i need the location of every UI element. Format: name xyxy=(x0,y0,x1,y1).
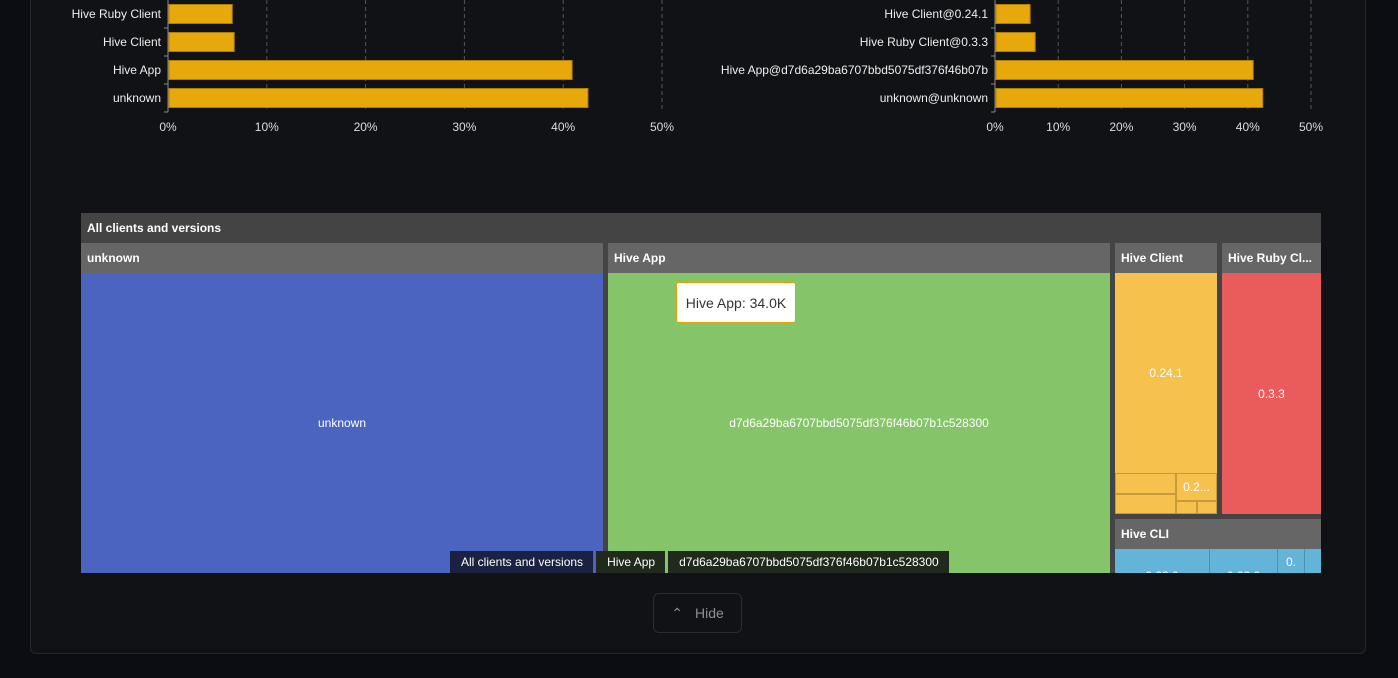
x-tick-label: 40% xyxy=(1236,120,1260,134)
x-tick-label: 50% xyxy=(1299,120,1323,134)
y-category-label: Hive Client@0.24.1 xyxy=(884,7,988,21)
cell-hive-client-0-24-1[interactable]: 0.24.1 xyxy=(1115,273,1217,473)
cell-hive-cli[interactable] xyxy=(1305,549,1321,573)
group-hive-app-header[interactable]: Hive App xyxy=(608,243,1110,273)
cell-hive-cli[interactable]: 0. xyxy=(1278,549,1305,573)
bar xyxy=(995,4,1031,24)
cell-hive-app-version[interactable]: d7d6a29ba6707bbd5075df376f46b07b1c528300 xyxy=(608,273,1110,573)
bar xyxy=(995,88,1264,108)
breadcrumb-item[interactable]: All clients and versions xyxy=(450,551,594,573)
cell-unknown[interactable]: unknown xyxy=(81,273,603,573)
x-tick-label: 10% xyxy=(255,120,279,134)
cell-hive-cli[interactable]: 0.22.0 xyxy=(1115,549,1210,573)
group-hive-cli-header[interactable]: Hive CLI xyxy=(1115,519,1321,549)
bar-charts: 0% 10% 20% 30% 40% 50% Hive Ruby Client Hive Cl… xyxy=(72,0,1323,134)
cell-hive-cli[interactable]: 0.22.0 xyxy=(1210,549,1278,573)
y-category-label: unknown@unknown xyxy=(880,91,988,105)
bar xyxy=(168,88,589,108)
treemap: All clients and versions unknown unknown… xyxy=(81,213,1321,573)
bar xyxy=(168,32,235,52)
x-tick-label: 40% xyxy=(551,120,575,134)
cell-hive-ruby-0-3-3[interactable]: 0.3.3 xyxy=(1222,273,1321,514)
bar xyxy=(168,60,573,80)
y-category-label: Hive Client xyxy=(103,35,162,49)
tooltip: Hive App: 34.0K xyxy=(676,282,796,323)
x-tick-label: 30% xyxy=(1173,120,1197,134)
x-tick-label: 0% xyxy=(159,120,177,134)
y-category-label: Hive App xyxy=(113,63,161,77)
cell-hive-client-other[interactable]: 0.2... xyxy=(1176,473,1217,501)
y-category-label: Hive App@d7d6a29ba6707bbd5075df376f46b07… xyxy=(721,63,988,77)
x-tick-label: 10% xyxy=(1046,120,1070,134)
cell-hive-client-small[interactable] xyxy=(1115,473,1176,494)
cell-hive-client-small[interactable] xyxy=(1197,501,1217,514)
cell-hive-client-small[interactable] xyxy=(1115,494,1176,514)
cell-hive-client-small[interactable] xyxy=(1176,501,1197,514)
breadcrumb-item[interactable]: Hive App xyxy=(593,551,666,573)
breadcrumb: All clients and versions Hive App d7d6a2… xyxy=(450,551,949,573)
group-hive-ruby-client-header[interactable]: Hive Ruby Cl... xyxy=(1222,243,1321,273)
x-tick-label: 30% xyxy=(452,120,476,134)
x-tick-label: 20% xyxy=(354,120,378,134)
bar xyxy=(995,32,1036,52)
chevron-up-icon: ⌃ xyxy=(671,604,683,621)
hide-label: Hide xyxy=(694,605,724,621)
group-hive-client-header[interactable]: Hive Client xyxy=(1115,243,1217,273)
treemap-root-header[interactable]: All clients and versions xyxy=(81,213,1321,243)
group-unknown-header[interactable]: unknown xyxy=(81,243,603,273)
x-tick-label: 20% xyxy=(1109,120,1133,134)
breadcrumb-item[interactable]: d7d6a29ba6707bbd5075df376f46b07b1c528300 xyxy=(665,551,949,573)
x-tick-label: 0% xyxy=(986,120,1004,134)
y-category-label: Hive Ruby Client xyxy=(72,7,162,21)
bar xyxy=(995,60,1254,80)
hide-button[interactable]: ⌃ Hide xyxy=(653,593,742,633)
y-category-label: Hive Ruby Client@0.3.3 xyxy=(860,35,989,49)
x-tick-label: 50% xyxy=(650,120,674,134)
y-category-label: unknown xyxy=(113,91,161,105)
bar xyxy=(168,4,233,24)
